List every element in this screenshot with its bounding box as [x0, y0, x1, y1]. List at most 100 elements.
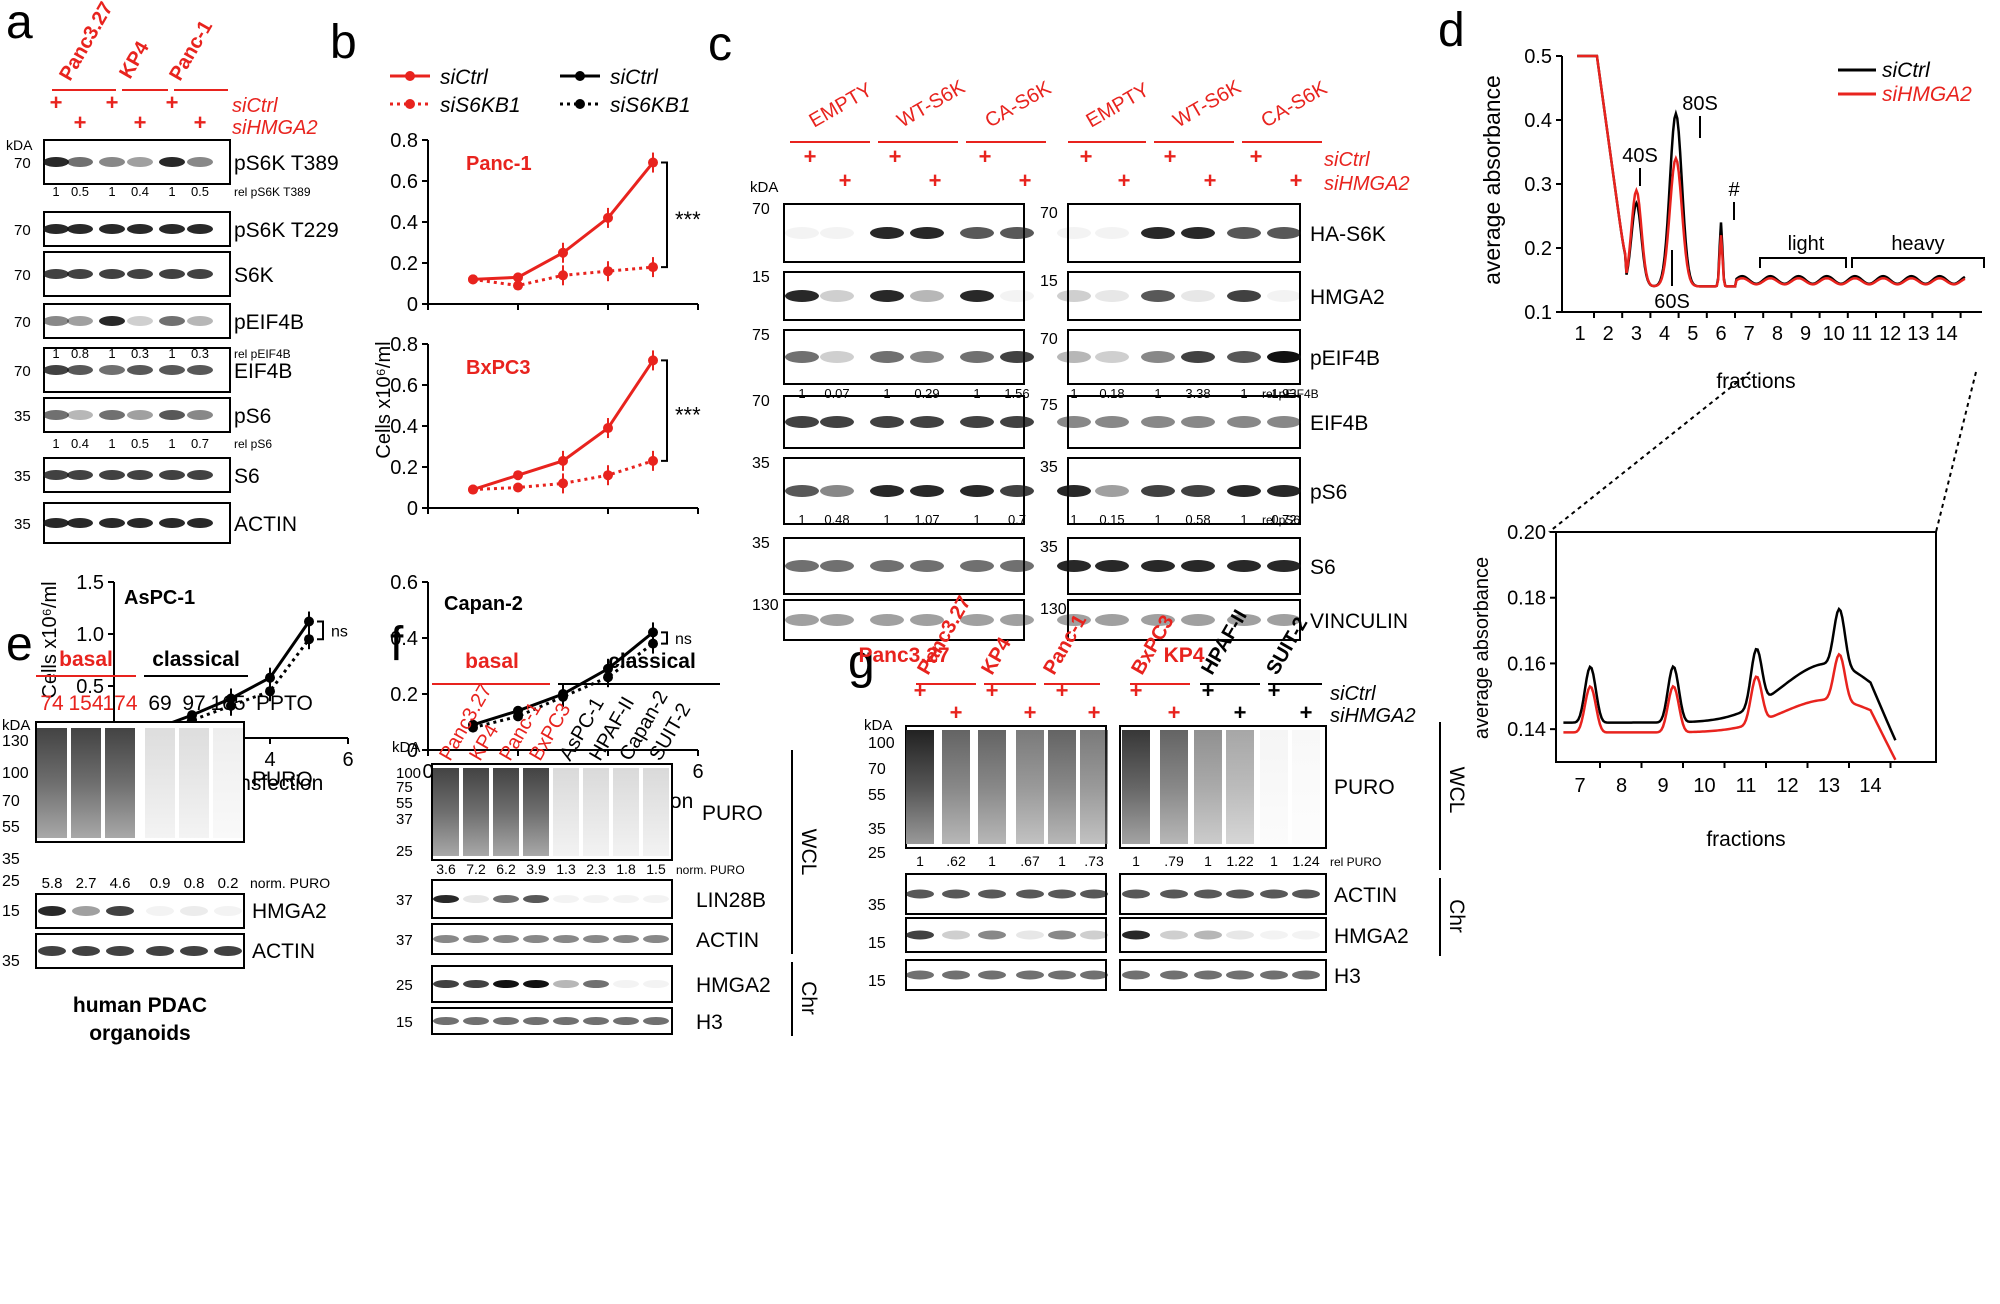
g-band-left — [1048, 930, 1076, 940]
e-ppto: 97 — [182, 692, 205, 715]
x-tick-label: 0 — [422, 761, 433, 783]
c-band-left — [960, 351, 994, 363]
x-tick-label: 8 — [1772, 323, 1783, 345]
c-band-right — [1057, 290, 1091, 302]
c-band-right — [1141, 485, 1175, 497]
c-quant: 1.93 — [1271, 386, 1296, 401]
panel-label-b: b — [330, 16, 357, 69]
a-quant-value: 0.7 — [191, 436, 209, 451]
g-marker: 25 — [868, 845, 886, 862]
y-tick-label: 0.20 — [1507, 522, 1546, 544]
plus-sign: + — [1290, 168, 1303, 193]
d-bracket-heavy — [1851, 257, 1985, 268]
e-marker: 35 — [2, 851, 20, 868]
c-quant-label: rel pEIF4B — [1262, 387, 1319, 401]
y-tick-label: 0.8 — [390, 334, 418, 356]
f-marker: 37 — [396, 811, 413, 828]
f-blot-band — [463, 980, 489, 988]
c-band-left — [1000, 614, 1034, 626]
plus-sign: + — [1202, 678, 1215, 703]
a-cond-ctrl: siCtrl — [232, 95, 278, 117]
c-band-left — [870, 351, 904, 363]
g-lane-smear-right — [1194, 730, 1222, 844]
c-marker-left: 70 — [752, 201, 770, 218]
c-band-right — [1057, 485, 1091, 497]
c-band-left — [1000, 485, 1034, 497]
data-point — [468, 484, 478, 495]
g-blot-right — [1119, 917, 1327, 953]
x-tick-label: 9 — [1800, 323, 1811, 345]
y-tick-label: 0.16 — [1507, 653, 1546, 675]
x-tick-label: 13 — [1907, 323, 1929, 345]
a-blot-marker: 35 — [14, 408, 31, 425]
g-band-right — [1226, 930, 1254, 940]
chart-bxpc3: 0 0.2 0.4 0.6 0.8 BxPC3 *** — [390, 334, 701, 520]
b-legend-sis6kb1-red: siS6KB1 — [440, 94, 521, 117]
c-marker-left: 75 — [752, 327, 770, 344]
c-quant: 1 — [1070, 512, 1077, 527]
a-blot-label: pS6K T229 — [234, 219, 339, 242]
a-blot-band — [43, 157, 69, 167]
e-puro-label: PURO — [252, 768, 313, 791]
e-band-actin — [106, 946, 134, 956]
f-wcl-label: WCL — [797, 829, 820, 876]
f-blot-band — [583, 895, 609, 903]
e-lane-smear — [37, 728, 67, 838]
g-rel-value: 1 — [1270, 853, 1278, 869]
c-quant: 0.18 — [1099, 386, 1124, 401]
c-band-right — [1267, 227, 1301, 239]
e-blot-puro — [35, 721, 245, 843]
a-blot-band — [159, 316, 185, 326]
f-lane-smear — [643, 768, 669, 856]
f-puro-label: PURO — [702, 802, 763, 825]
g-band-left — [942, 970, 970, 980]
e-norm-value: 2.7 — [76, 875, 97, 892]
c-band-right — [1181, 485, 1215, 497]
g-rel-value: 1 — [988, 853, 996, 869]
g-band-right — [1292, 930, 1320, 940]
c-band-left — [1000, 416, 1034, 428]
g-kda: kDA — [864, 717, 892, 734]
c-band-right — [1141, 416, 1175, 428]
data-point — [513, 482, 523, 493]
a-blot-band — [187, 410, 213, 420]
y-tick-label: 0 — [407, 294, 418, 316]
data-point — [513, 272, 523, 283]
g-lane-smear-right — [1260, 730, 1288, 844]
b-legend-sictrl-red: siCtrl — [440, 66, 489, 89]
a-blot-band — [43, 365, 69, 375]
a-blot-label: pEIF4B — [234, 311, 304, 334]
y-tick-label: 0.4 — [390, 416, 418, 438]
g-rel-value: 1.24 — [1292, 853, 1319, 869]
plus-sign: + — [74, 110, 87, 135]
y-tick-label: 0.4 — [390, 628, 418, 650]
g-band-left — [1080, 889, 1108, 899]
g-marker: 15 — [868, 935, 886, 952]
g-band-right — [1260, 889, 1288, 899]
g-blot-puro-right — [1119, 725, 1327, 849]
f-lane-smear — [583, 768, 609, 856]
c-band-right — [1141, 290, 1175, 302]
c-marker-left: 15 — [752, 269, 770, 286]
c-band-left — [910, 416, 944, 428]
x-tick-label: 12 — [1776, 775, 1798, 797]
c-marker-right: 70 — [1040, 205, 1058, 222]
d-annot-hash: # — [1728, 179, 1740, 201]
d-annot-heavy: heavy — [1891, 233, 1944, 255]
a-line-panc327: Panc3.27 — [55, 0, 117, 85]
c-band-right — [1141, 560, 1175, 572]
g-band-right — [1122, 970, 1150, 980]
c-band-right — [1267, 560, 1301, 572]
c-marker-right: 130 — [1040, 601, 1067, 618]
c-band-left — [785, 614, 819, 626]
c-band-right — [1095, 614, 1129, 626]
y-tick-label: 0.3 — [1524, 174, 1552, 196]
c-band-left — [820, 290, 854, 302]
a-blot-band — [67, 269, 93, 279]
a-blot-band — [159, 269, 185, 279]
e-band-actin — [72, 946, 100, 956]
f-blot-band — [613, 980, 639, 988]
c-construct-label: EMPTY — [1083, 79, 1154, 133]
f-blot-box — [431, 879, 673, 919]
